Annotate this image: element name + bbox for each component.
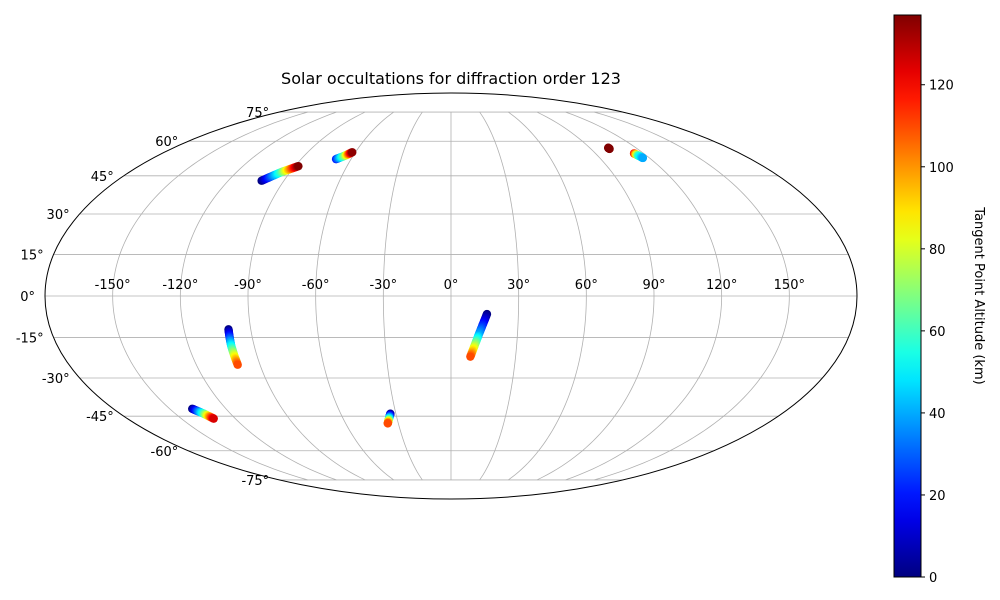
occultation-points [188, 143, 648, 428]
lon-tick-label: 60° [575, 278, 598, 293]
latitude-tick-labels: -75° -60° -45° -30° -15° 0° 15° 30° 45° 60° 75° [16, 106, 269, 489]
colorbar-ticks: 0 20 40 60 80 100 120 [921, 79, 954, 586]
lon-tick-label: 0° [444, 278, 459, 293]
lon-tick-label: -90° [234, 278, 262, 293]
chart-title: Solar occultations for diffraction order… [281, 69, 621, 88]
colorbar-tick-label: 80 [929, 243, 946, 258]
colorbar-tick-label: 20 [929, 489, 946, 504]
occultation-point [348, 148, 357, 157]
lat-tick-label: 45° [91, 170, 114, 185]
colorbar-label: Tangent Point Altitude (km) [971, 206, 986, 384]
lon-tick-label: -60° [302, 278, 330, 293]
map-boundary [44, 92, 858, 500]
lat-tick-label: 75° [246, 106, 269, 121]
occultation-point [233, 360, 242, 369]
lon-tick-label: 120° [706, 278, 737, 293]
lat-tick-label: 30° [47, 208, 70, 223]
occultation-point [383, 419, 392, 428]
lat-tick-label: -45° [86, 410, 114, 425]
colorbar-tick-label: 40 [929, 407, 946, 422]
lon-tick-label: -150° [95, 278, 131, 293]
occultation-point [638, 153, 648, 163]
occultation-point [605, 144, 614, 154]
colorbar-tick-label: 0 [929, 571, 937, 586]
lon-tick-label: 30° [507, 278, 530, 293]
colorbar-gradient [893, 14, 922, 578]
occultation-point [466, 352, 475, 361]
lon-tick-label: -120° [162, 278, 198, 293]
lon-tick-label: -30° [369, 278, 397, 293]
occultation-point [294, 161, 303, 171]
lat-tick-label: -30° [42, 372, 70, 387]
colorbar-tick-label: 60 [929, 325, 946, 340]
lon-tick-label: 90° [642, 278, 665, 293]
lat-tick-label: -15° [16, 332, 44, 347]
lat-tick-label: -60° [151, 445, 179, 460]
lat-tick-label: 60° [155, 135, 178, 150]
lat-tick-label: -75° [241, 474, 269, 489]
lat-tick-label: 15° [21, 248, 44, 263]
colorbar-tick-label: 120 [929, 79, 954, 94]
colorbar-tick-label: 100 [929, 161, 954, 176]
lat-tick-label: 0° [20, 290, 35, 305]
longitude-tick-labels: -150° -120° -90° -60° -30° 0° 30° 60° 90° 120° 150… [95, 278, 805, 293]
graticule [45, 111, 857, 481]
lon-tick-label: 150° [774, 278, 805, 293]
occultation-point [209, 414, 218, 423]
colorbar: 0 20 40 60 80 100 120 Tangent Point Altitude (… [893, 14, 986, 586]
